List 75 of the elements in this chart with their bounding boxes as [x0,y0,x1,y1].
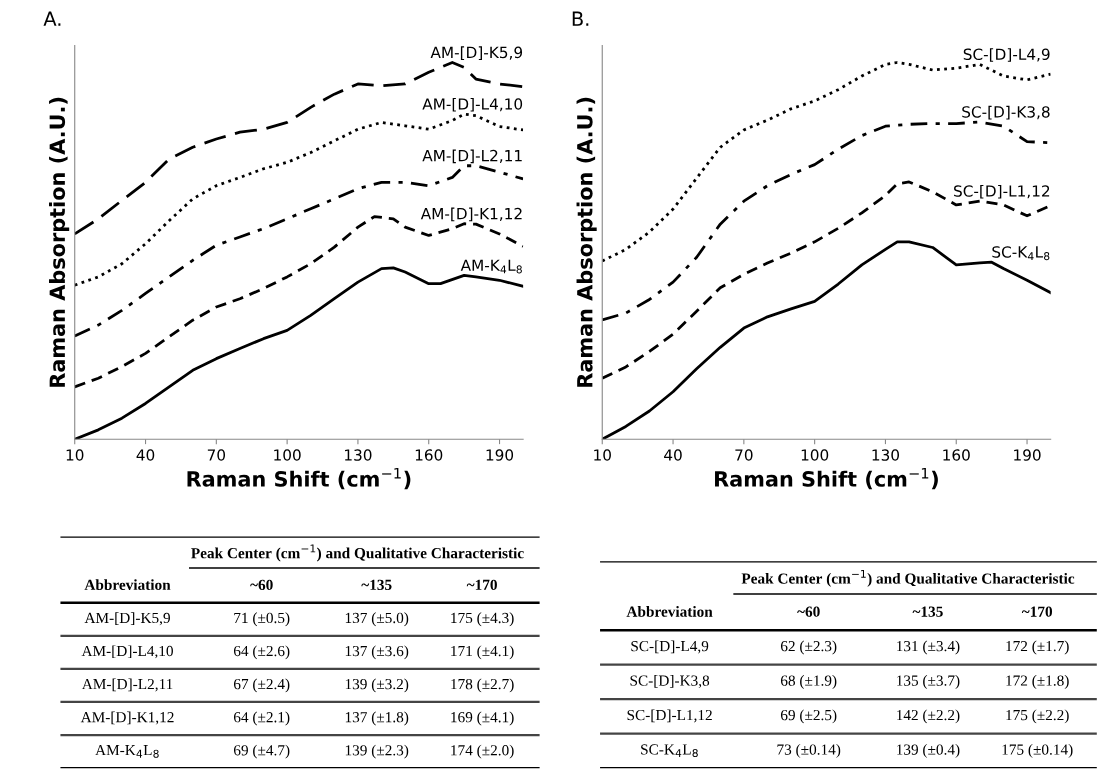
text: 139 (±2.3) [345,744,409,759]
x-tick-label: 160 [415,449,443,461]
y-axis-title: Raman Absorption (A.U.) [49,97,70,387]
text: 71 (±0.5) [234,612,290,627]
text: 69 (±2.5) [780,709,837,724]
text: 137 (±5.0) [345,612,409,627]
chart-title: B. [572,11,589,26]
x-axis-title: Raman Shift (cm$^{−1}$) [187,467,411,490]
text: 64 (±2.6) [233,645,290,660]
category-label: ~170 [1021,606,1053,617]
text: 73 (±0.14) [777,743,841,758]
category-label: Abbreviation [84,579,171,590]
y-axis-title: Raman Absorption (A.U.) [576,97,597,387]
category-label: SC-K$_{4}$L$_{8}$ [641,744,698,758]
x-tick-label: 160 [943,449,970,461]
category-label: AM-[D]-L4,10 [81,645,173,659]
text: 172 (±1.8) [1006,675,1069,689]
series-label: AM-K$_{4}$L$_{8}$ [460,259,522,274]
text: Peak Center (cm$^{−1}$) and Qualitative Characteristic [191,544,524,562]
text: 131 (±3.4) [897,640,960,655]
text: 137 (±3.6) [345,645,409,660]
text: 169 (±4.1) [451,711,514,726]
x-tick-label: 10 [66,449,84,461]
series-label: SC-[D]-L1,12 [954,184,1050,199]
x-tick-label: 190 [1014,449,1041,461]
text: 67 (±2.4) [233,678,290,693]
x-axis-title: Raman Shift (cm$^{−1}$) [715,467,938,490]
series-label: AM-[D]-L4,10 [422,97,523,112]
x-tick-label: 40 [136,449,155,461]
x-tick-label: 190 [486,449,514,461]
text: 175 (±0.14) [1002,743,1073,758]
category-label: AM-[D]-K5,9 [84,612,170,626]
chart-title: A. [43,11,61,26]
text: Peak Center (cm$^{−1}$) and Qualitative Characteristic [741,569,1075,587]
text: 142 (±2.2) [897,709,960,724]
x-tick-label: 70 [207,449,226,461]
x-tick-label: 130 [345,449,372,461]
category-label: SC-[D]-K3,8 [630,675,710,688]
x-tick-label: 100 [274,449,301,461]
series-label: AM-[D]-L2,11 [422,149,522,164]
x-tick-label: 70 [735,449,753,461]
series-label: SC-[D]-K3,8 [962,105,1050,120]
text: 174 (±2.0) [451,744,514,759]
text: 64 (±2.1) [233,711,290,726]
category-label: ~60 [797,606,820,617]
text: 62 (±2.3) [780,640,837,655]
category-label: SC-[D]-L1,12 [627,709,712,723]
text: 69 (±4.7) [233,744,290,759]
x-tick-label: 40 [664,449,682,461]
series-label: AM-[D]-K5,9 [430,46,523,60]
text: 172 (±1.7) [1006,640,1069,655]
category-label: ~170 [466,579,497,590]
series-label: SC-[D]-L4,9 [963,48,1050,62]
text: 137 (±1.8) [345,711,409,726]
text: 139 (±3.2) [345,678,409,693]
series-label: AM-[D]-K1,12 [420,207,522,222]
text: 139 (±0.4) [897,743,960,758]
series-label: SC-K$_{4}$L$_{8}$ [992,246,1050,261]
category-label: SC-[D]-L4,9 [631,640,709,654]
x-tick-label: 100 [801,449,829,461]
x-tick-label: 130 [872,449,900,461]
text: 135 (±3.7) [897,675,960,689]
text: 178 (±2.7) [451,678,514,693]
category-label: AM-K$_{4}$L$_{8}$ [95,745,159,758]
text: 175 (±4.3) [451,612,514,627]
text: 68 (±1.9) [780,675,837,689]
category-label: ~60 [250,579,273,590]
category-label: ~135 [361,579,392,590]
category-label: AM-[D]-L2,11 [81,678,173,692]
category-label: AM-[D]-K1,12 [80,711,174,725]
category-label: Abbreviation [626,606,713,617]
text: 171 (±4.1) [451,645,514,660]
text: 175 (±2.2) [1006,709,1069,724]
x-tick-label: 10 [594,449,611,461]
category-label: ~135 [912,606,943,617]
